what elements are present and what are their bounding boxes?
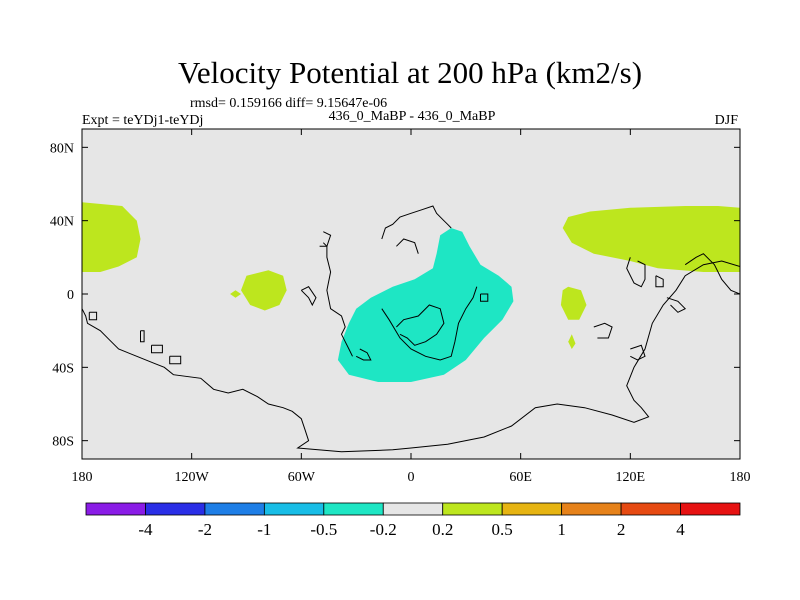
coastline-19 bbox=[630, 344, 646, 361]
colorbar-label: 0.5 bbox=[492, 520, 513, 539]
coastlines bbox=[82, 205, 740, 453]
colorbar-label: 0.2 bbox=[432, 520, 453, 539]
y-axis: 80N 40N 0 40S 80S bbox=[50, 141, 740, 450]
region-west-pacific-positive bbox=[82, 202, 141, 272]
x-tick-label: 0 bbox=[408, 470, 415, 485]
colorbar-label: -4 bbox=[138, 520, 153, 539]
coastline-13 bbox=[396, 238, 419, 254]
colorbar-label: 2 bbox=[617, 520, 626, 539]
coastline-2 bbox=[140, 330, 145, 343]
region-africa-negative bbox=[337, 228, 514, 382]
experiment-label: Expt = teYDj1-teYDj bbox=[82, 113, 203, 128]
coastline-1 bbox=[88, 311, 98, 321]
y-tick-label: 80N bbox=[50, 141, 74, 156]
coastline-16 bbox=[666, 297, 687, 313]
colorbar-swatch bbox=[501, 502, 563, 516]
x-tick-label: 120E bbox=[616, 470, 646, 485]
coastline-18 bbox=[593, 322, 613, 339]
chart-title: Velocity Potential at 200 hPa (km2/s) bbox=[178, 55, 642, 90]
colorbar-label: 4 bbox=[676, 520, 685, 539]
y-tick-label: 40N bbox=[50, 215, 74, 230]
colorbar-swatch bbox=[204, 502, 265, 516]
coastline-9 bbox=[396, 304, 445, 346]
coastline-14 bbox=[626, 257, 646, 288]
coastline-17 bbox=[684, 253, 740, 295]
colorbar-swatch bbox=[85, 502, 146, 516]
colorbar-label: -0.5 bbox=[310, 520, 337, 539]
region-indian-ocean-positive-small bbox=[568, 334, 576, 349]
coastline-8 bbox=[381, 286, 478, 361]
coastline-15 bbox=[655, 275, 664, 288]
coastline-5 bbox=[322, 242, 353, 357]
x-tick-label: 180 bbox=[730, 470, 751, 485]
colorbar-swatch bbox=[561, 502, 622, 516]
colorbar-swatch bbox=[263, 502, 325, 516]
coastline-7 bbox=[381, 205, 452, 240]
colorbar-label: -1 bbox=[257, 520, 271, 539]
region-atlantic-positive-small bbox=[230, 290, 241, 298]
colorbar-swatch bbox=[620, 502, 681, 516]
coastline-3 bbox=[151, 344, 163, 354]
coastline-11 bbox=[480, 293, 489, 302]
case-label: 436_0_MaBP - 436_0_MaBP bbox=[329, 109, 496, 124]
x-tick-label: 180 bbox=[72, 470, 93, 485]
colorbar-label: -2 bbox=[198, 520, 212, 539]
x-tick-label: 60E bbox=[509, 470, 532, 485]
stats-label: rmsd= 0.159166 diff= 9.15647e-06 bbox=[190, 96, 387, 111]
colorbar-swatch bbox=[323, 502, 384, 516]
colorbar-label: 1 bbox=[557, 520, 566, 539]
y-tick-label: 80S bbox=[52, 435, 74, 450]
colorbar-swatch bbox=[382, 502, 444, 516]
region-indian-ocean-positive bbox=[560, 286, 587, 320]
x-tick-label: 60W bbox=[288, 470, 316, 485]
contour-regions bbox=[82, 202, 740, 382]
y-tick-label: 0 bbox=[67, 288, 74, 303]
colorbar-swatch bbox=[680, 502, 741, 516]
x-tick-label: 120W bbox=[175, 470, 210, 485]
x-axis: 180 120W 60W 0 60E 120E 180 bbox=[72, 129, 751, 485]
region-east-asia-positive bbox=[562, 206, 740, 272]
coastline-10 bbox=[300, 286, 317, 307]
colorbar-label: -0.2 bbox=[370, 520, 397, 539]
coastline-6 bbox=[319, 231, 332, 247]
y-tick-label: 40S bbox=[52, 361, 74, 376]
colorbar-swatch bbox=[442, 502, 503, 516]
colorbar: -4 -2 -1 -0.5 -0.2 0.2 0.5 1 2 4 bbox=[85, 502, 741, 539]
region-atlantic-positive bbox=[241, 270, 287, 311]
coastline-12 bbox=[355, 348, 372, 361]
coastline-4 bbox=[169, 355, 182, 365]
coastline-0 bbox=[82, 260, 740, 453]
season-label: DJF bbox=[715, 113, 739, 128]
colorbar-swatch bbox=[145, 502, 206, 516]
